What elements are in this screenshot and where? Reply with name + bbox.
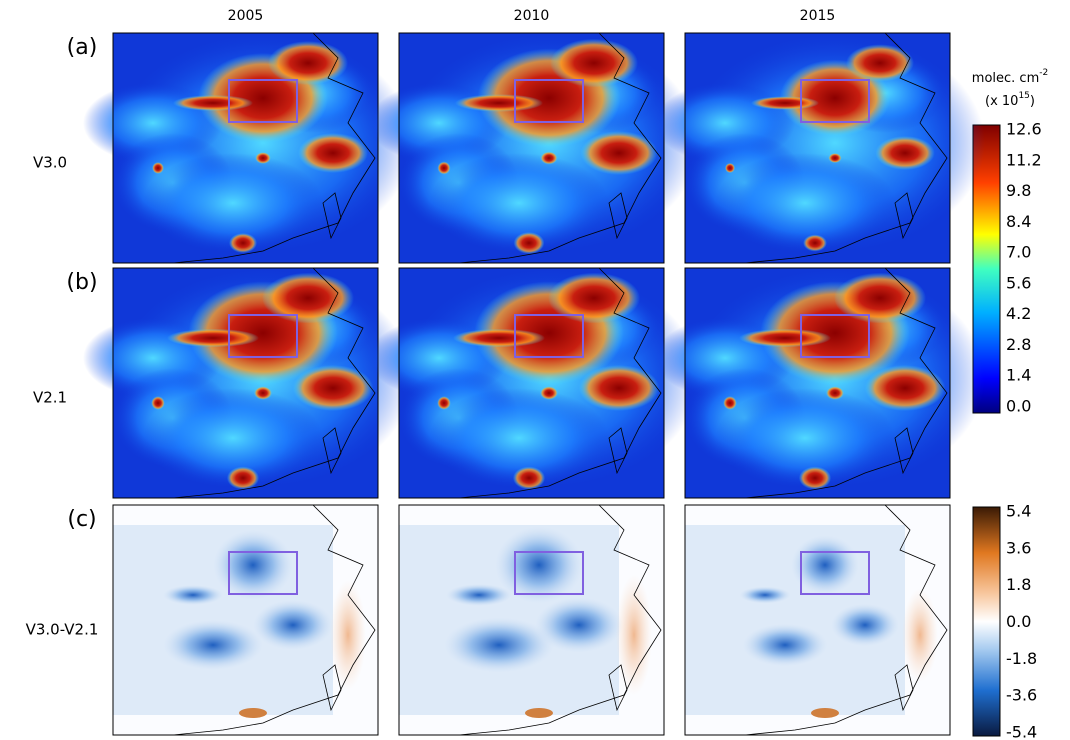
- hotspot: [865, 365, 946, 411]
- map-region: [616, 575, 652, 696]
- map-region: [446, 584, 512, 606]
- hotspot: [254, 386, 272, 400]
- row-label: V2.1: [33, 389, 67, 407]
- hotspot: [828, 153, 842, 163]
- map-panel: [369, 268, 699, 498]
- hotspot: [739, 329, 831, 347]
- colorbar-tick-label: 0.0: [1006, 612, 1031, 631]
- map-panel: [655, 268, 985, 498]
- panel-letter: (b): [66, 270, 97, 295]
- hotspot: [540, 151, 558, 164]
- hotspot: [255, 152, 271, 164]
- hotspot: [229, 233, 257, 253]
- hotspot: [437, 396, 451, 410]
- colorbar-scale: (x 1015): [985, 91, 1035, 109]
- colorbar-tick-label: 11.2: [1006, 150, 1042, 169]
- hotspot: [152, 162, 164, 174]
- column-header: 2015: [800, 8, 836, 24]
- column-header: 2010: [514, 8, 550, 24]
- map-region: [213, 530, 293, 600]
- hotspot: [799, 467, 831, 490]
- colorbar-tick-label: 7.0: [1006, 243, 1031, 262]
- colorbar-tick-label: 12.6: [1006, 120, 1042, 139]
- map-region: [811, 708, 839, 718]
- panel-letter: (c): [67, 507, 96, 532]
- hotspot: [227, 467, 259, 490]
- hotspot: [268, 41, 348, 85]
- hotspot: [723, 396, 737, 410]
- hotspot: [540, 386, 558, 400]
- map-panel: [113, 505, 378, 735]
- colorbar-tick-label: 5.4: [1006, 502, 1031, 521]
- map-panel: [369, 33, 699, 263]
- hotspot: [751, 96, 819, 110]
- hotspot: [298, 133, 368, 173]
- colorbar-tick-label: 8.4: [1006, 212, 1031, 231]
- colorbar-tick-label: -3.6: [1006, 686, 1037, 705]
- colorbar-unit: molec. cm-2: [972, 68, 1048, 86]
- map-region: [740, 587, 791, 604]
- colorbar-tick-label: 1.8: [1006, 575, 1031, 594]
- map-panel: [83, 268, 413, 498]
- hotspot: [725, 163, 735, 173]
- hotspot: [846, 44, 914, 81]
- hotspot: [437, 161, 450, 174]
- hotspot: [173, 95, 253, 111]
- colorbar-tick-label: 1.4: [1006, 366, 1031, 385]
- hotspot: [514, 232, 545, 254]
- colorbar-tick-label: 5.6: [1006, 273, 1031, 292]
- hotspot: [513, 467, 545, 490]
- row-label: V3.0-V2.1: [26, 621, 99, 639]
- colorbar-tick-label: -5.4: [1006, 723, 1037, 740]
- hotspot: [581, 131, 658, 175]
- row-label: V3.0: [33, 154, 67, 172]
- colorbar-tick-label: 4.2: [1006, 304, 1031, 323]
- hotspot: [826, 386, 844, 400]
- colorbar-tick-label: 0.0: [1006, 397, 1031, 416]
- map-region: [163, 620, 263, 670]
- colorbar-tick-label: 9.8: [1006, 181, 1031, 200]
- hotspot: [579, 365, 660, 411]
- colorbar-tick-label: 2.8: [1006, 335, 1031, 354]
- hotspot: [167, 329, 259, 347]
- hotspot: [151, 396, 165, 410]
- map-region: [444, 618, 554, 673]
- map-region: [253, 600, 333, 650]
- colorbar-tick-label: -1.8: [1006, 649, 1037, 668]
- hotspot: [455, 94, 543, 112]
- column-header: 2005: [228, 8, 264, 24]
- map-region: [831, 604, 899, 647]
- figure: molec. cm-2 (x 1015) 2005 2010 2015 (a) V3.0…: [0, 0, 1070, 740]
- map-panel: [83, 33, 413, 263]
- map-panel: [655, 33, 985, 263]
- hotspot: [453, 329, 545, 347]
- map-region: [525, 708, 553, 718]
- colorbar: [973, 507, 1000, 736]
- map-region: [163, 585, 223, 605]
- panel-letter: (a): [67, 35, 98, 60]
- hotspot: [875, 136, 935, 170]
- colorbar-tick-label: 3.6: [1006, 538, 1031, 557]
- map-panel: [685, 505, 950, 735]
- map-region: [743, 624, 828, 667]
- map-panel: [399, 505, 664, 735]
- hotspot: [803, 235, 827, 252]
- map-region: [715, 153, 895, 253]
- hotspot: [293, 365, 374, 411]
- map-region: [239, 708, 267, 718]
- map-region: [330, 580, 366, 690]
